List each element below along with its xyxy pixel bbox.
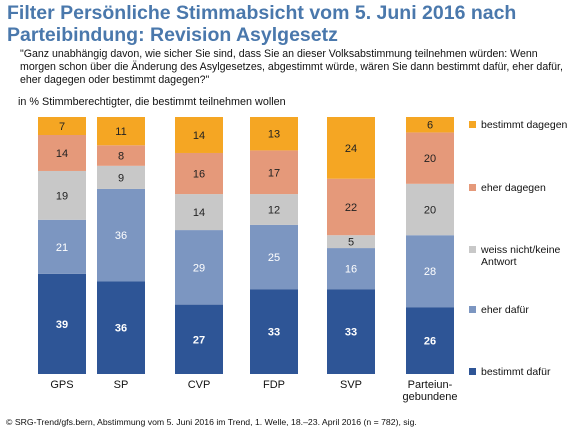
data-label: 36 [115,230,127,242]
bar-segment [97,117,145,146]
data-label: 22 [345,202,357,214]
x-tick-label: Parteiun-gebundene [402,379,457,403]
legend-swatch [469,306,476,313]
legend-swatch [469,246,476,253]
data-label: 33 [268,327,280,339]
bar-segment [406,117,454,133]
data-label: 14 [193,130,205,142]
data-label: 26 [424,336,436,348]
bar-segment [250,289,298,374]
bar-segment [97,145,145,166]
data-label: 7 [59,121,65,133]
bar-segment [38,117,86,135]
bar-segment [406,132,454,184]
bar-segment [97,281,145,374]
data-label: 14 [193,207,205,219]
data-label: 27 [193,334,205,346]
data-label: 25 [268,252,280,264]
bar-segment [406,307,454,374]
data-label: 17 [268,167,280,179]
bar-segment [38,170,86,220]
data-label: 12 [268,205,280,217]
bar-segment [38,219,86,274]
chart-subtitle: in % Stimmberechtigter, die bestimmt tei… [18,96,286,108]
x-tick-label: FDP [263,379,285,391]
legend-label: bestimmt dagegen [481,119,568,131]
data-label: 16 [345,264,357,276]
data-label: 14 [56,148,68,160]
source-footer: © SRG-Trend/gfs.bern, Abstimmung vom 5. … [6,417,417,427]
x-tick-label: CVP [188,379,211,391]
legend-swatch [469,121,476,128]
x-tick-label: GPS [50,379,73,391]
data-label: 9 [118,172,124,184]
data-label: 39 [56,319,68,331]
x-tick-label: SVP [340,379,362,391]
data-label: 16 [193,169,205,181]
bar-segment [38,134,86,171]
data-label: 13 [268,129,280,141]
data-label: 24 [345,143,357,155]
bar-segment [327,235,375,249]
legend-label: eher dagegen [481,182,546,194]
legend-swatch [469,368,476,375]
data-label: 20 [424,153,436,165]
data-label: 28 [424,266,436,278]
data-label: 20 [424,205,436,217]
bar-segment [250,194,298,225]
data-label: 33 [345,327,357,339]
data-label: 36 [115,323,127,335]
bar-segment [38,273,86,374]
data-label: 5 [348,237,354,249]
bar-segment [327,117,375,179]
bar-segment [250,224,298,290]
bar-segment [175,304,223,374]
legend-label: weiss nicht/keine Antwort [480,244,561,268]
bar-segment [327,178,375,236]
x-tick-label: SP [114,379,129,391]
data-label: 6 [427,120,433,132]
question-text: "Ganz unabhängig davon, wie sicher Sie s… [20,48,563,86]
bar-segment [406,183,454,236]
legend-label: eher dafür [481,304,529,316]
legend-swatch [469,184,476,191]
bar-segment [175,152,223,195]
bar-segment [175,194,223,231]
bar-segment [406,235,454,308]
bar-segment [327,248,375,290]
bar-segment [175,230,223,305]
data-label: 21 [56,242,68,254]
bar-segment [250,150,298,195]
bar-segment [97,188,145,282]
data-label: 29 [193,262,205,274]
data-label: 8 [118,151,124,163]
chart-title: Filter Persönliche Stimmabsicht vom 5. J… [7,2,517,46]
data-label: 19 [56,190,68,202]
legend-label: bestimmt dafür [481,366,551,378]
bar-segment [250,117,298,151]
bar-segment [327,289,375,374]
bar-segment [175,117,223,153]
data-label: 11 [115,126,126,138]
bar-segment [97,165,145,189]
